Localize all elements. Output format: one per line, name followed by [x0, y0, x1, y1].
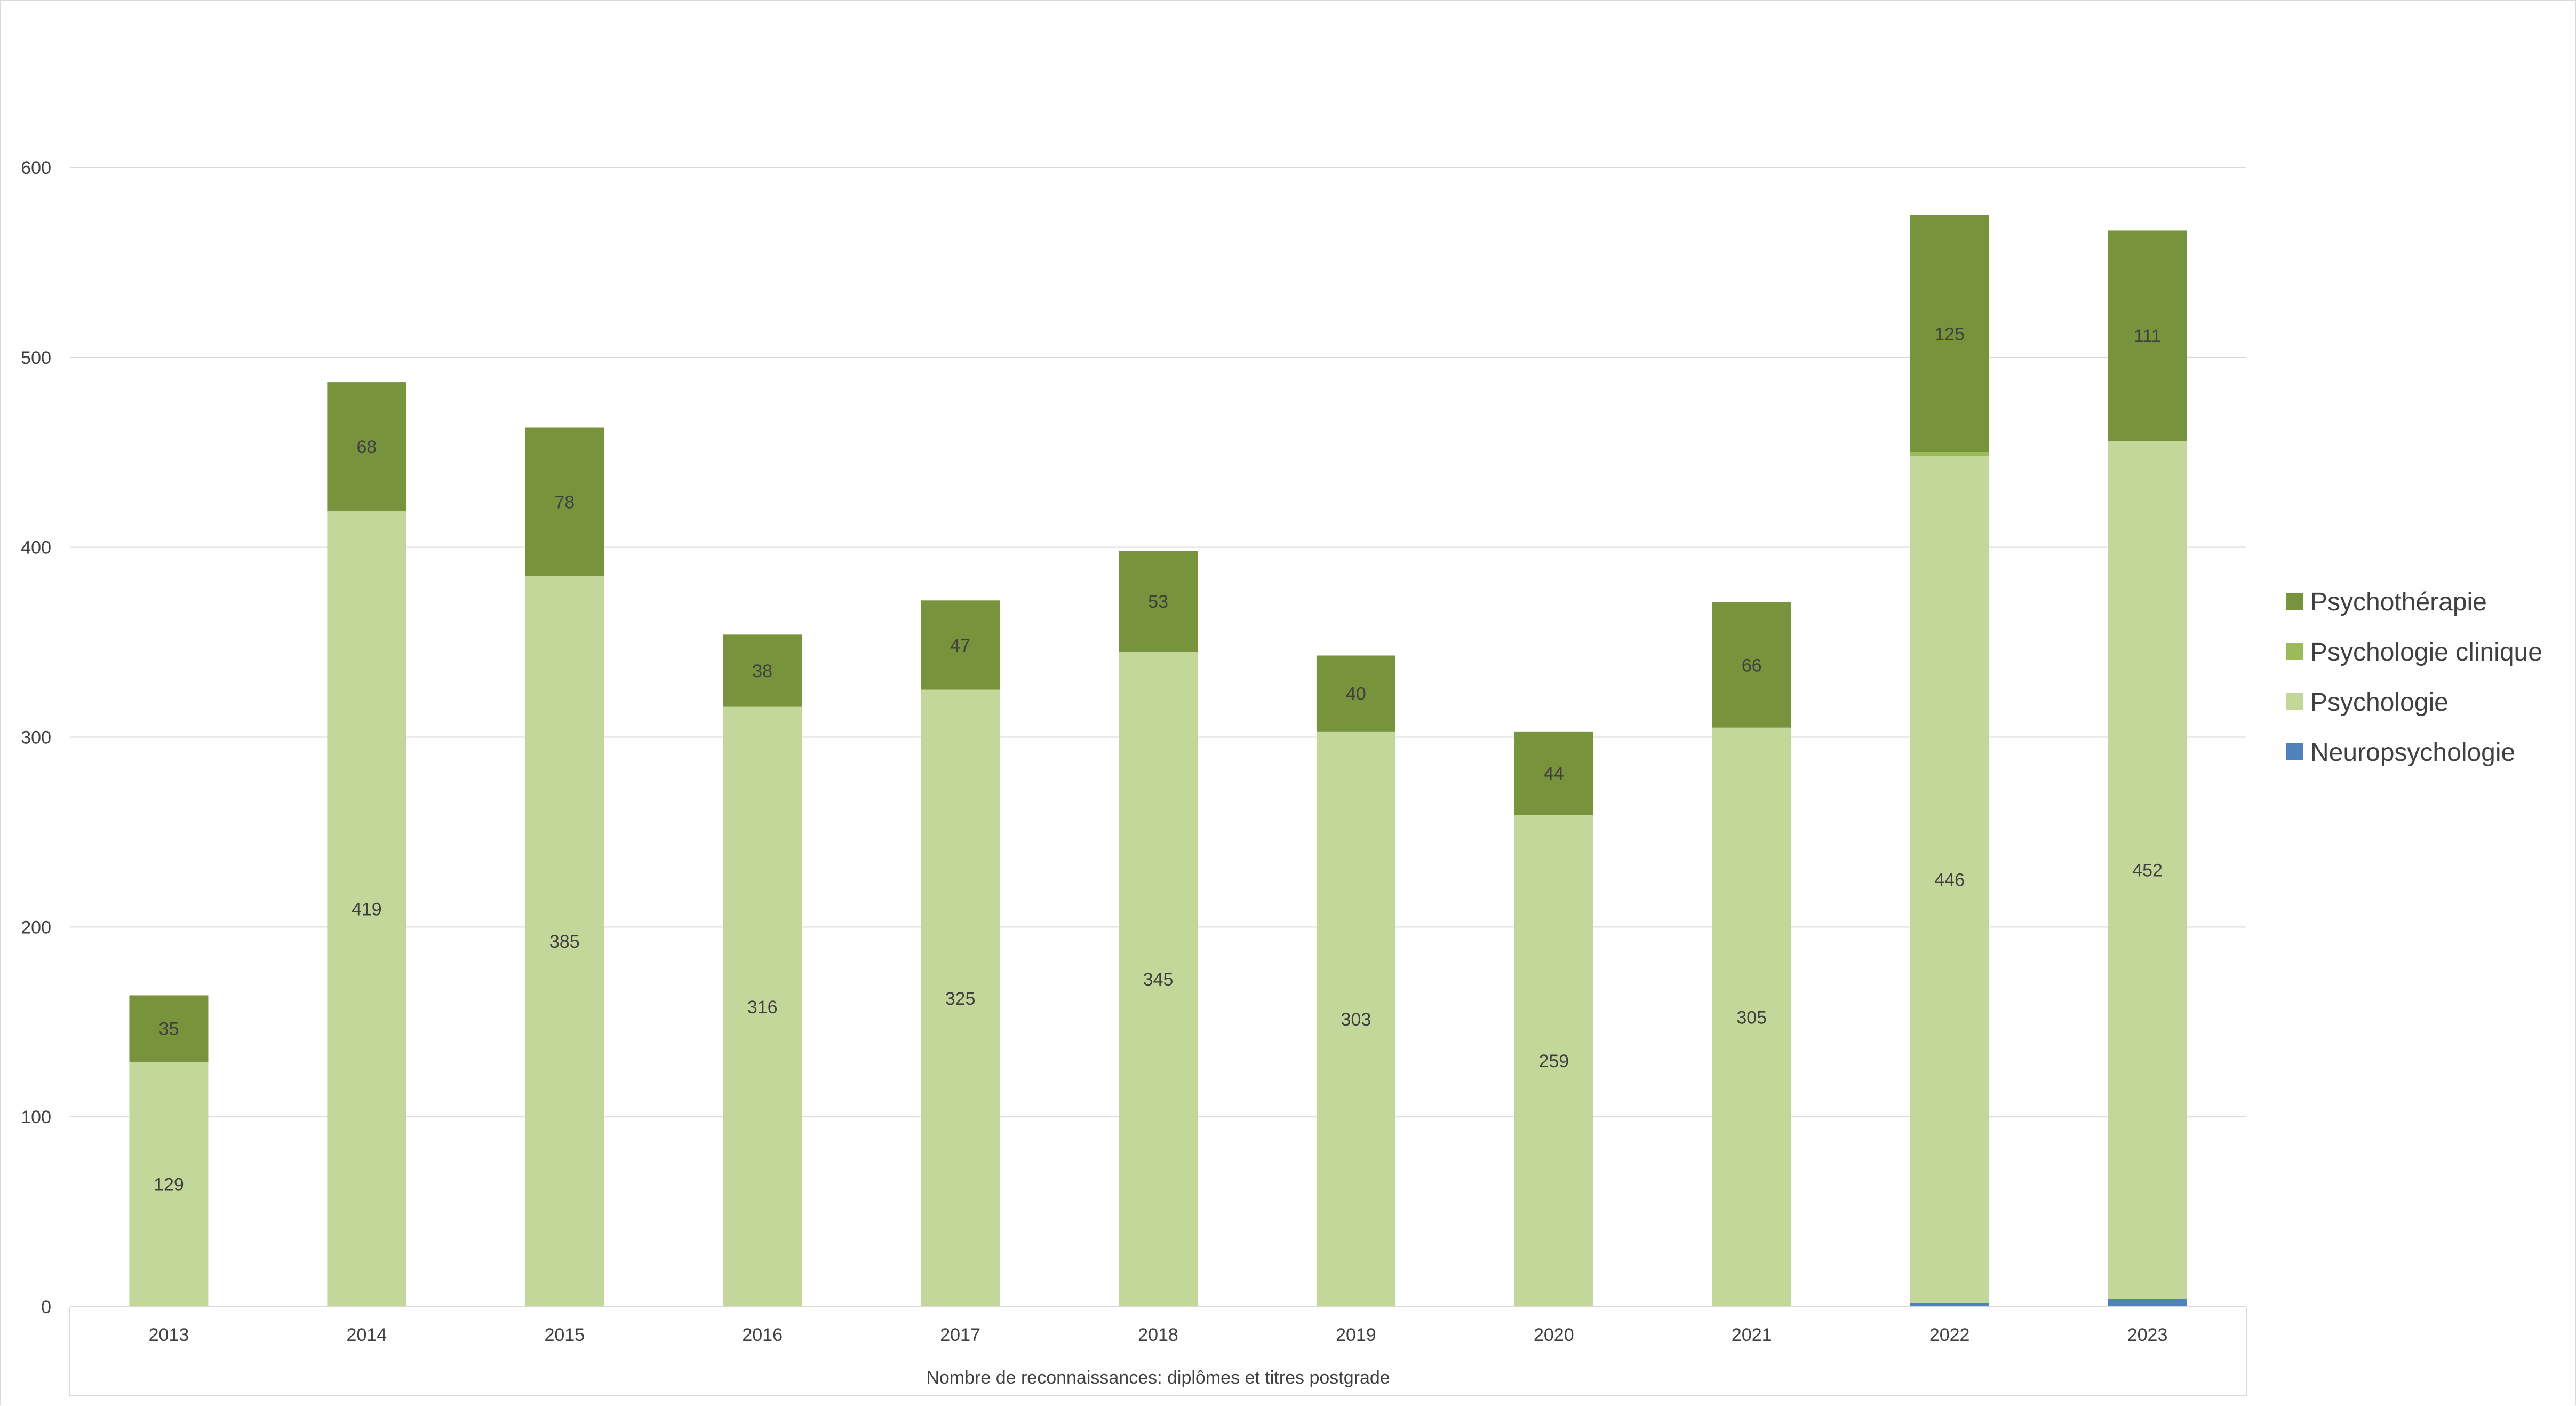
bar-psychotherapie-2014	[327, 382, 406, 512]
bar-neuropsychologie-2022	[1910, 1302, 1989, 1307]
y-tick-label: 0	[41, 1297, 51, 1317]
x-tick-label: 2013	[149, 1325, 189, 1345]
data-label-psychologie: 305	[1736, 1007, 1767, 1028]
data-label-psychologie: 325	[945, 989, 976, 1009]
x-tick-label: 2020	[1534, 1325, 1574, 1345]
data-label-psychotherapie: 68	[356, 437, 377, 457]
x-tick-label: 2022	[1929, 1325, 1970, 1345]
bar-psychotherapie-2022	[1910, 215, 1989, 452]
y-tick-label: 300	[21, 728, 51, 748]
y-tick-label: 600	[21, 158, 51, 178]
y-tick-label: 200	[21, 917, 51, 938]
y-tick-label: 100	[21, 1107, 51, 1127]
data-label-psychologie: 446	[1934, 870, 1965, 890]
legend-label: Neuropsychologie	[2310, 738, 2515, 767]
data-label-psychotherapie: 53	[1148, 592, 1168, 612]
legend-swatch	[2286, 593, 2303, 610]
bar-psychologie-2017	[921, 689, 1000, 1307]
bar-psychologie-2013	[129, 1061, 209, 1307]
bar-psychotherapie-2019	[1316, 655, 1395, 732]
bar-psychotherapie-2015	[525, 427, 604, 576]
x-tick-label: 2014	[347, 1325, 387, 1345]
bar-psychotherapie-2013	[129, 995, 209, 1062]
data-label-psychotherapie: 40	[1346, 684, 1366, 704]
axes: 0 100 200 300 400 500 600 2013 2014 2015 2016 2017 2…	[21, 158, 2247, 1396]
data-label-psychologie: 452	[2132, 861, 2163, 881]
data-label-psychotherapie: 47	[950, 636, 970, 656]
data-label-psychologie: 419	[352, 900, 382, 920]
bar-psychotherapie-2020	[1514, 731, 1593, 815]
bar-neuropsychologie-2023	[2108, 1299, 2187, 1307]
bar-psychologie-2016	[723, 706, 802, 1307]
bar-psychologie-2020	[1514, 815, 1593, 1307]
legend-item-psychotherapie: Psychothérapie	[2286, 588, 2487, 616]
x-tick-label: 2019	[1336, 1325, 1376, 1345]
y-tick-label: 500	[21, 348, 51, 368]
bar-psychologie-2019	[1316, 731, 1395, 1307]
bar-psychotherapie-2016	[723, 634, 802, 707]
bar-psychologie-2014	[327, 511, 406, 1307]
data-label-psychotherapie: 38	[752, 661, 772, 681]
x-tick-label: 2018	[1138, 1325, 1178, 1345]
bar-psychotherapie-2018	[1119, 551, 1198, 652]
bar-psychotherapie-2023	[2108, 230, 2187, 441]
bar-psychologie-2021	[1712, 727, 1791, 1307]
x-tick-label: 2017	[940, 1325, 980, 1345]
legend-label: Psychothérapie	[2310, 588, 2487, 616]
x-tick-label: 2023	[2127, 1325, 2168, 1345]
data-label-psychotherapie: 44	[1544, 764, 1564, 784]
legend-label: Psychologie	[2310, 688, 2449, 717]
x-tick-label: 2016	[742, 1325, 783, 1345]
bar-psychotherapie-2017	[921, 600, 1000, 690]
legend-item-psychologie-clinique: Psychologie clinique	[2286, 638, 2542, 666]
bar-psychologie-2022	[1910, 456, 1989, 1303]
bar-psychologie-clinique-2022	[1910, 452, 1989, 456]
legend-swatch	[2286, 693, 2303, 710]
legend: Psychothérapie Psychologie clinique Psycho…	[2286, 588, 2542, 767]
data-label-psychotherapie: 66	[1742, 655, 1762, 676]
legend-label: Psychologie clinique	[2310, 638, 2542, 666]
bar-psychologie-2015	[525, 576, 604, 1307]
data-label-psychologie: 345	[1143, 970, 1174, 990]
data-label-psychotherapie: 111	[2134, 326, 2162, 346]
legend-item-neuropsychologie: Neuropsychologie	[2286, 738, 2515, 767]
data-label-psychologie: 385	[549, 932, 580, 952]
data-label-psychotherapie: 78	[554, 492, 575, 512]
x-tick-label: 2015	[544, 1325, 585, 1345]
data-label-psychologie: 259	[1538, 1051, 1569, 1071]
bars	[129, 215, 2187, 1307]
bar-psychotherapie-2021	[1712, 602, 1791, 728]
legend-swatch	[2286, 743, 2303, 760]
bar-psychologie-2023	[2108, 441, 2187, 1299]
legend-item-psychologie: Psychologie	[2286, 688, 2449, 717]
y-tick-label: 400	[21, 538, 51, 558]
bar-psychologie-2018	[1119, 652, 1198, 1307]
x-axis-title: Nombre de reconnaissances: diplômes et t…	[926, 1368, 1390, 1388]
data-label-psychotherapie: 35	[159, 1019, 179, 1039]
legend-swatch	[2286, 643, 2303, 660]
data-label-psychologie: 129	[154, 1174, 184, 1195]
data-label-psychotherapie: 125	[1934, 324, 1965, 344]
data-label-psychologie: 303	[1341, 1010, 1371, 1030]
data-label-psychologie: 316	[747, 997, 778, 1018]
data-labels: 129 35 419 68 385 78 316 38 325 47 345 53 303 40 259 44…	[154, 324, 2163, 1195]
x-tick-label: 2021	[1732, 1325, 1772, 1345]
